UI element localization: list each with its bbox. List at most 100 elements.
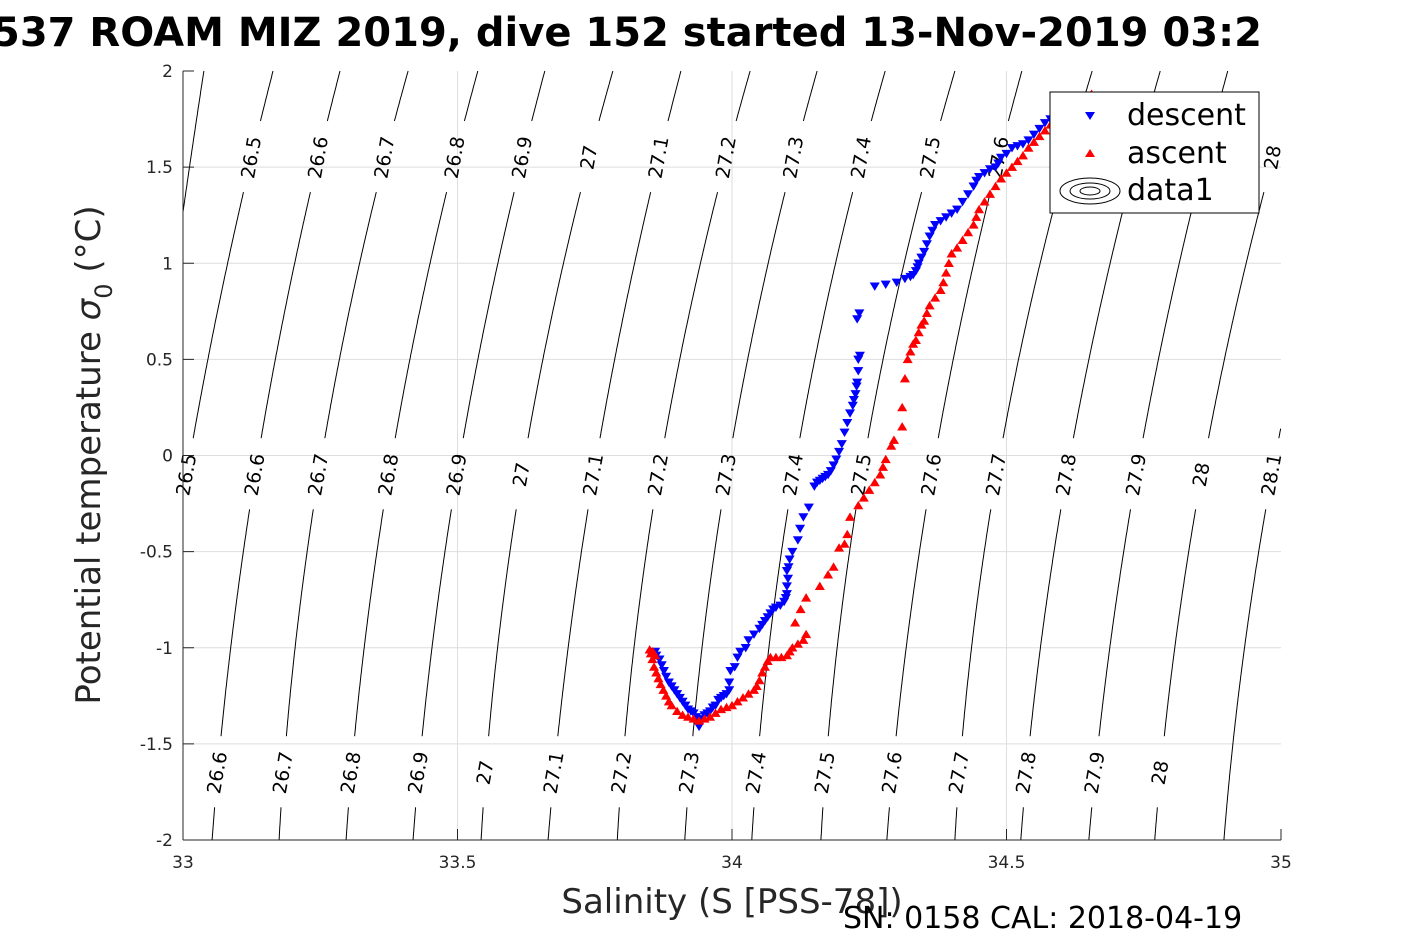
descent-point — [1001, 149, 1012, 159]
legend-marker-descent — [1085, 112, 1095, 120]
y-axis-label-sub: 0 — [90, 283, 118, 298]
ascent-point — [798, 635, 809, 644]
descent-point — [963, 190, 974, 199]
ascent-point — [688, 714, 699, 723]
contour-line-27.2 — [664, 191, 718, 439]
contour-label: 26.9 — [442, 452, 471, 497]
descent-point — [825, 467, 836, 476]
descent-point — [852, 378, 863, 388]
contour-line-26.8 — [354, 509, 384, 737]
y-tick-label: -1 — [156, 639, 173, 659]
contour-line-26.8 — [463, 70, 479, 122]
contour-line-27.0 — [480, 807, 484, 841]
contour-line-27.8 — [1029, 509, 1062, 737]
ascent-point — [666, 700, 677, 710]
descent-point — [839, 428, 850, 438]
ascent-point — [943, 258, 954, 268]
ascent-point — [864, 485, 875, 494]
descent-point — [847, 401, 858, 411]
contour-line-27.8 — [1020, 807, 1024, 841]
contour-label: 27.1 — [644, 135, 673, 180]
contour-line-27.1 — [599, 191, 652, 439]
series-ascent — [644, 89, 1097, 725]
descent-point — [783, 563, 794, 572]
descent-point — [1034, 124, 1045, 134]
contour-line-26.6 — [211, 807, 216, 841]
contour-label: 27.5 — [811, 750, 840, 795]
descent-point — [842, 419, 853, 428]
contour-label: 26.7 — [304, 452, 333, 497]
ascent-point — [814, 581, 825, 591]
descent-point — [979, 169, 990, 178]
contour-label: 27.4 — [847, 135, 876, 180]
ascent-point — [757, 668, 768, 677]
descent-point — [787, 547, 798, 557]
contour-line-27.3 — [692, 509, 722, 737]
y-tick-label: -1.5 — [140, 735, 173, 755]
x-tick-label: 34.5 — [988, 853, 1026, 873]
descent-point — [891, 278, 902, 288]
contour-label: 26.9 — [508, 135, 537, 180]
descent-point — [941, 213, 952, 222]
contour-line-27.4 — [751, 807, 755, 841]
contour-label: 26.8 — [374, 452, 403, 497]
contour-label: 26.8 — [441, 135, 470, 180]
contour-label: 26.7 — [370, 135, 399, 180]
y-tick-label: 1.5 — [146, 158, 173, 178]
ascent-point — [880, 454, 891, 464]
ascent-point — [858, 493, 869, 502]
descent-point — [1006, 144, 1018, 153]
ascent-point — [845, 512, 856, 521]
contour-label: 27.6 — [878, 750, 907, 795]
descent-point — [836, 440, 847, 449]
contour-line-27.2 — [735, 70, 751, 122]
descent-point — [792, 536, 803, 545]
descent-point — [795, 524, 806, 534]
contour-label: 27 — [576, 144, 602, 172]
descent-point — [924, 232, 935, 241]
ascent-point — [979, 197, 990, 206]
contour-line-26.8 — [394, 191, 448, 439]
ascent-point — [869, 477, 880, 487]
footer-serial-cal: SN: 0158 CAL: 2018-04-19 — [843, 901, 1242, 936]
ascent-point — [790, 618, 801, 627]
contour-label: 27.4 — [779, 452, 808, 497]
ascent-point — [974, 204, 985, 214]
contour-line-28.0 — [1163, 509, 1197, 737]
series-descent — [650, 101, 1083, 732]
legend-label-ascent: ascent — [1127, 136, 1227, 171]
contour-line-27.6 — [1007, 70, 1023, 122]
descent-point — [845, 409, 856, 418]
ascent-point — [1028, 137, 1039, 146]
ascent-point — [823, 570, 834, 579]
ascent-point — [990, 181, 1001, 191]
descent-point — [916, 253, 927, 263]
contour-line-27.6 — [937, 191, 991, 439]
descent-point — [869, 282, 880, 291]
contour-line-26.7 — [393, 70, 409, 122]
ascent-point — [919, 316, 930, 325]
descent-point — [656, 661, 667, 670]
contour-line-27.5 — [827, 509, 857, 737]
ascent-point — [1034, 131, 1045, 141]
contour-icon — [1059, 177, 1121, 205]
descent-point — [968, 182, 979, 191]
descent-point — [743, 636, 754, 645]
contour-line-27.5 — [940, 70, 956, 122]
contour-label: 26.8 — [337, 750, 366, 795]
contour-label: 27.1 — [579, 452, 608, 497]
contour-line-28.0 — [1154, 807, 1158, 841]
contour-label: 27.3 — [712, 452, 741, 497]
descent-point — [853, 367, 864, 376]
contour-line-27.9 — [1098, 509, 1131, 737]
contour-line-27.2 — [616, 807, 620, 841]
descent-point — [732, 653, 743, 662]
descent-point — [1017, 140, 1028, 149]
ascent-point — [968, 220, 979, 229]
ascent-point — [683, 712, 694, 721]
descent-point — [803, 503, 814, 512]
contour-line-27.1 — [557, 509, 589, 737]
contour-label: 28 — [1260, 144, 1286, 172]
contour-label: 26.6 — [241, 452, 270, 497]
